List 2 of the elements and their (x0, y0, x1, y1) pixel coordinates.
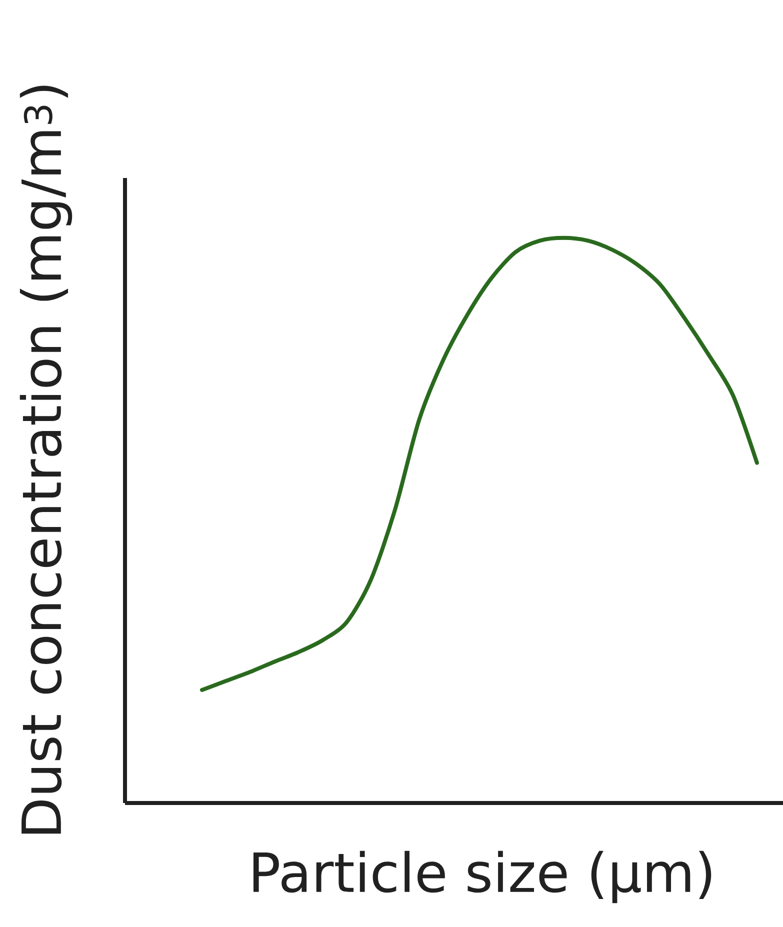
y-axis-title: Dust concentration (mg/m$^{3}$) (20, 86, 72, 834)
x-axis-title: Particle size (μm) (253, 850, 712, 904)
